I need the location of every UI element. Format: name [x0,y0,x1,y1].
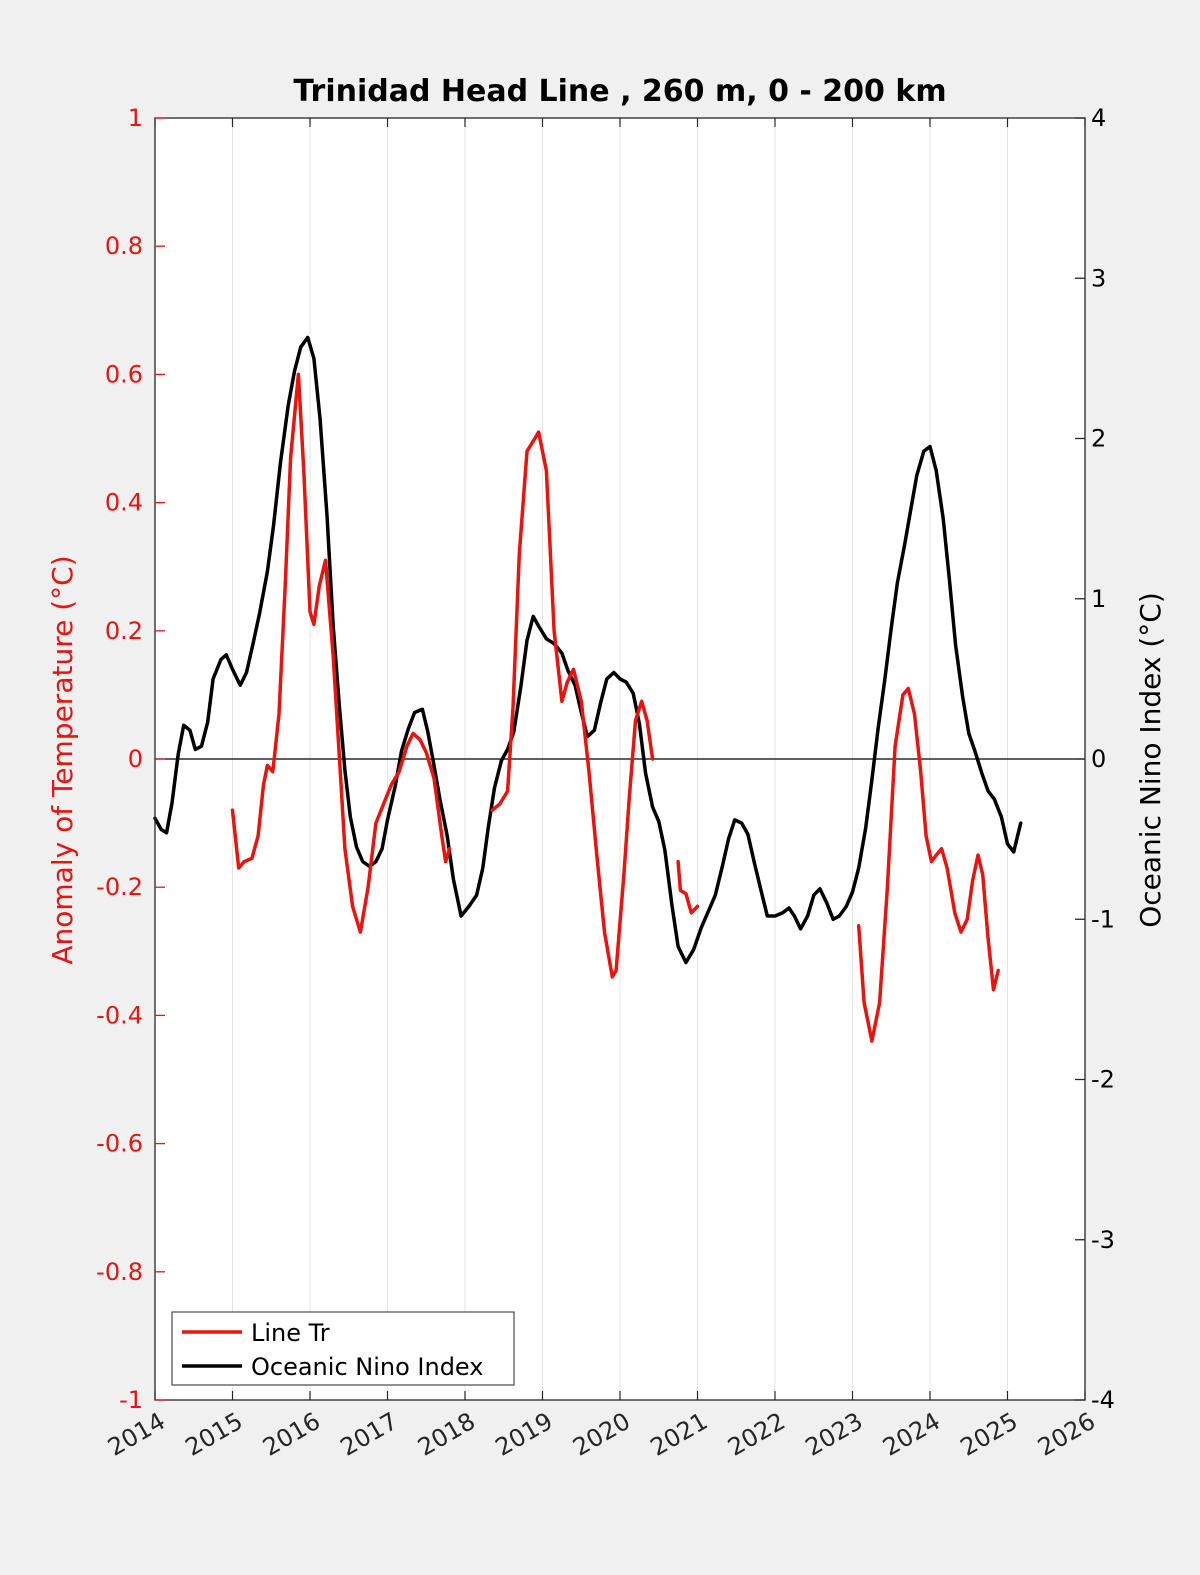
y-tick-label-right: 4 [1091,104,1106,132]
y-tick-label-right: -3 [1091,1226,1115,1254]
y-tick-label-right: 0 [1091,745,1106,773]
y-tick-label-left: 0.6 [105,360,143,388]
legend: Line Tr Oceanic Nino Index [171,1311,515,1386]
y-tick-label-right: 3 [1091,264,1106,292]
y-axis-right-label: Oceanic Nino Index (°C) [1134,592,1167,928]
y-tick-label-left: -0.2 [96,873,143,901]
y-tick-label-left: 1 [128,104,143,132]
legend-label-oni: Oceanic Nino Index [251,1353,483,1381]
y-tick-label-left: 0.2 [105,617,143,645]
series-line-tr-segment [676,859,700,915]
series-line-tr-segment [230,372,452,934]
x-tick-label: 2017 [336,1407,403,1462]
y-tick-label-right: 2 [1091,425,1106,453]
legend-label-line-tr: Line Tr [251,1319,330,1347]
x-tick-label: 2020 [568,1407,635,1462]
y-tick-label-right: 1 [1091,585,1106,613]
y-tick-label-left: -0.6 [96,1130,143,1158]
grid [155,118,1085,1400]
x-tick-label: 2016 [258,1407,325,1462]
x-tick-label: 2026 [1033,1407,1100,1462]
y-tick-label-left: 0 [128,745,143,773]
x-tick-label: 2024 [878,1407,945,1462]
y-tick-label-left: -0.4 [96,1001,143,1029]
x-tick-label: 2023 [801,1407,868,1462]
y-tick-label-right: -2 [1091,1066,1115,1094]
y-tick-label-left: -0.8 [96,1258,143,1286]
legend-box [171,1311,515,1386]
x-tick-label: 2025 [956,1407,1023,1462]
y-tick-label-left: -1 [119,1386,143,1414]
series-line-tr-segment [856,686,1000,1043]
x-tick-label: 2018 [413,1407,480,1462]
y-tick-label-left: 0.8 [105,232,143,260]
y-tick-label-right: -1 [1091,905,1115,933]
chart-title: Trinidad Head Line , 260 m, 0 - 200 km [293,74,946,109]
x-tick-label: 2021 [646,1407,713,1462]
x-tick-label: 2014 [103,1407,170,1462]
x-tick-label: 2022 [723,1407,790,1462]
series-layer [153,335,1023,1043]
y-axis-left-label: Anomaly of Temperature (°C) [46,555,79,964]
series-line-tr-segment [490,430,655,979]
y-tick-label-right: -4 [1091,1386,1115,1414]
x-tick-label: 2019 [491,1407,558,1462]
x-tick-label: 2015 [181,1407,248,1462]
y-tick-label-left: 0.4 [105,489,143,517]
